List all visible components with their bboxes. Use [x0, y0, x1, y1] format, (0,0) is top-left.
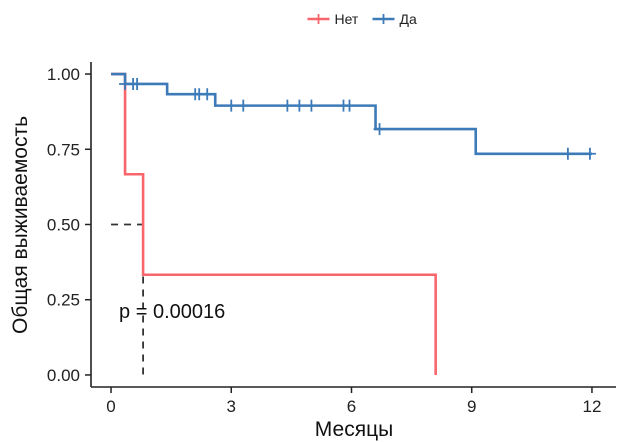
- censor-mark: [237, 99, 250, 112]
- censor-mark: [343, 99, 356, 112]
- censor-mark: [583, 147, 596, 160]
- legend: Нет Да: [307, 11, 417, 27]
- y-tick-label: 1.00: [47, 65, 80, 84]
- censor-mark: [293, 99, 306, 112]
- x-tick-label: 9: [467, 397, 476, 416]
- y-tick-label: 0.50: [47, 216, 80, 235]
- censor-mark: [561, 147, 574, 160]
- censor-mark: [225, 99, 238, 112]
- series-line-1: [111, 72, 437, 375]
- series-line-2: [111, 72, 592, 156]
- x-tick-label: 12: [582, 397, 601, 416]
- p-value-annotation: p = 0.00016: [119, 301, 225, 323]
- x-tick-label: 6: [347, 397, 356, 416]
- x-axis-label: Месяцы: [315, 418, 393, 441]
- censor-mark: [281, 99, 294, 112]
- axes: [90, 62, 616, 388]
- ticks: 0 3 6 9 12 0.00 0.25 0.50 0.75 1.00: [47, 65, 602, 416]
- x-tick-label: 0: [106, 397, 115, 416]
- legend-label: Да: [400, 11, 417, 27]
- y-tick-label: 0.00: [47, 366, 80, 385]
- x-tick-label: 3: [227, 397, 236, 416]
- censor-mark: [373, 123, 386, 136]
- censor-mark: [131, 77, 144, 90]
- y-axis-label: Общая выживаемость: [9, 116, 32, 334]
- legend-label: Нет: [335, 11, 359, 27]
- censor-mark: [305, 99, 318, 112]
- censor-mark: [201, 88, 214, 101]
- y-tick-label: 0.75: [47, 140, 80, 159]
- y-tick-label: 0.25: [47, 291, 80, 310]
- plot-area: [111, 72, 596, 375]
